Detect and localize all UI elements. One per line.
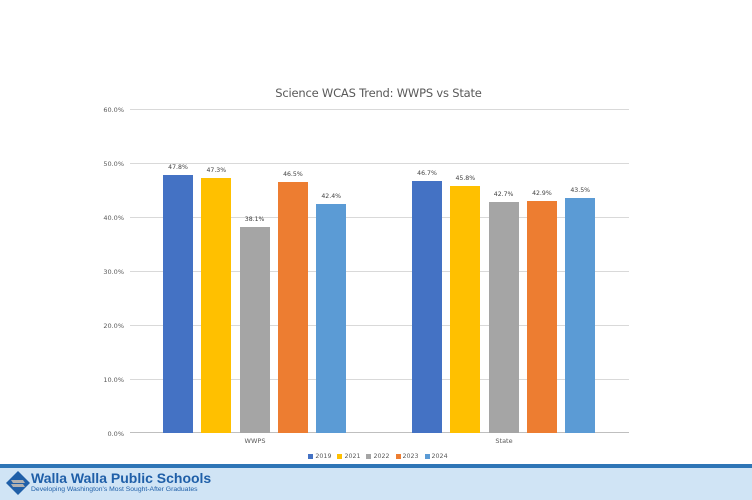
data-label: 42.7%	[493, 191, 514, 199]
school-logo-icon	[6, 471, 30, 495]
data-label: 42.4%	[321, 193, 342, 201]
data-label: 38.1%	[244, 216, 265, 224]
footer-banner: Walla Walla Public Schools Developing Wa…	[0, 468, 752, 500]
y-tick-10: 10.0%	[103, 376, 124, 384]
data-label: 47.3%	[206, 166, 227, 174]
legend: 2019 2021 2022 2023 2024	[0, 453, 752, 460]
legend-swatch	[395, 454, 401, 459]
legend-swatch	[337, 454, 343, 459]
data-label: 43.5%	[570, 187, 591, 195]
bar-state-2019	[412, 180, 442, 433]
bar-wwps-2019	[163, 174, 193, 433]
plot-area: 47.8% 47.3% 38.1% 46.5% 42.4% 46.7% 45.8% 42.7%…	[130, 109, 629, 433]
bar-wwps-2022	[239, 227, 270, 433]
y-tick-60: 60.0%	[103, 106, 124, 114]
y-tick-20: 20.0%	[103, 322, 124, 330]
gridline	[130, 271, 629, 272]
gridline	[130, 379, 629, 380]
chart-title: Science WCAS Trend: WWPS vs State	[275, 86, 482, 100]
gridline	[130, 217, 629, 218]
gridline	[130, 325, 629, 326]
y-tick-0: 0.0%	[107, 430, 124, 438]
x-axis-line	[130, 432, 629, 433]
y-tick-50: 50.0%	[103, 160, 124, 168]
bar-state-2023	[526, 201, 557, 433]
gridline	[130, 163, 629, 164]
data-label: 46.7%	[417, 169, 437, 177]
x-label-wwps: WWPS	[244, 437, 266, 445]
legend-swatch	[424, 454, 430, 459]
data-label: 45.8%	[455, 174, 476, 182]
legend-item-2023: 2023	[395, 453, 419, 460]
legend-swatch	[366, 454, 372, 459]
y-tick-30: 30.0%	[103, 268, 124, 276]
data-label: 42.9%	[532, 190, 552, 198]
x-label-state: State	[495, 437, 513, 445]
bar-wwps-2021	[201, 177, 232, 433]
legend-swatch	[308, 454, 314, 459]
legend-item-2021: 2021	[337, 453, 360, 460]
school-name: Walla Walla Public Schools	[31, 470, 212, 486]
legend-item-2019: 2019	[308, 453, 331, 460]
bar-wwps-2024	[316, 204, 347, 433]
data-label: 47.8%	[168, 163, 188, 171]
gridline	[130, 109, 629, 110]
bar-state-2024	[565, 198, 596, 433]
legend-item-2024: 2024	[424, 453, 448, 460]
bar-state-2022	[488, 202, 519, 433]
school-tagline: Developing Washington's Most Sought-Afte…	[31, 486, 198, 493]
bar-state-2021	[450, 185, 481, 433]
y-tick-40: 40.0%	[103, 214, 124, 222]
footer-rule	[0, 464, 752, 468]
legend-item-2022: 2022	[366, 453, 390, 460]
bar-wwps-2023	[277, 181, 308, 433]
data-label: 46.5%	[283, 170, 303, 178]
